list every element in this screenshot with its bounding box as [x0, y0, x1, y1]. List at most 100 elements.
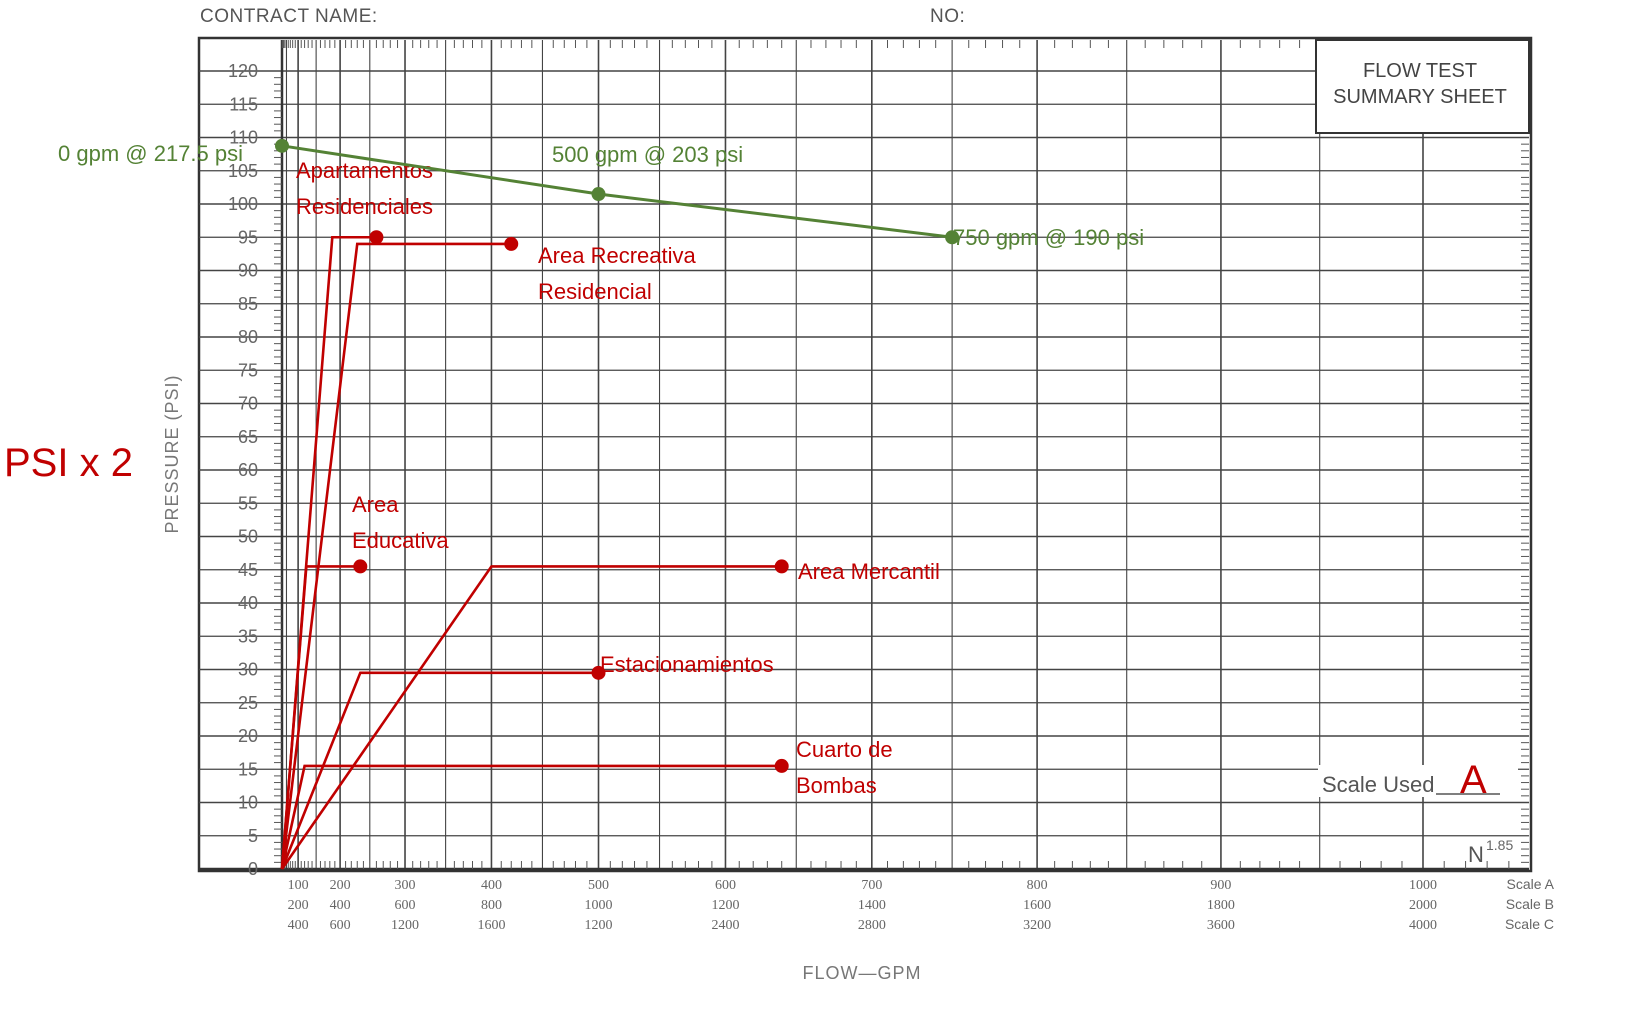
- supply-point-label: 500 gpm @ 203 psi: [552, 142, 743, 167]
- y-tick-label: 55: [238, 493, 258, 513]
- demand-curve-label: Estacionamientos: [600, 652, 774, 677]
- x-tick-label: 1000: [585, 898, 613, 913]
- scale-name-label: Scale C: [1505, 916, 1554, 932]
- y-tick-label: 20: [238, 726, 258, 746]
- y-tick-label: 105: [228, 161, 258, 181]
- x-tick-label: 3200: [1023, 918, 1051, 933]
- y-tick-label: 50: [238, 527, 258, 547]
- x-tick-label: 1200: [391, 918, 419, 933]
- y-tick-label: 95: [238, 227, 258, 247]
- demand-curve-label: Residenciales: [296, 194, 433, 219]
- supply-point: [591, 187, 606, 202]
- y-tick-label: 65: [238, 427, 258, 447]
- x-axis-title: FLOW—GPM: [803, 963, 922, 983]
- y-tick-label: 60: [238, 460, 258, 480]
- x-tick-label: 2800: [858, 918, 886, 933]
- x-tick-label: 400: [288, 918, 309, 933]
- y-tick-label: 75: [238, 360, 258, 380]
- x-tick-label: 1200: [585, 918, 613, 933]
- chart-grid: [199, 40, 1529, 871]
- x-tick-label: 800: [1027, 878, 1048, 893]
- supply-point: [275, 138, 289, 153]
- demand-curve-label: Area Mercantil: [798, 559, 940, 584]
- x-tick-label: 100: [288, 878, 309, 893]
- demand-curve-line: [280, 565, 782, 870]
- supply-point: [945, 230, 960, 245]
- n-exponent: 1.85: [1486, 837, 1513, 853]
- contract-number-label: NO:: [930, 6, 965, 27]
- demand-point: [774, 559, 789, 574]
- demand-curve-label: Cuarto de: [796, 737, 893, 762]
- supply-point-label: 750 gpm @ 190 psi: [953, 225, 1144, 250]
- x-tick-label: 1800: [1207, 898, 1235, 913]
- scale-names: Scale A Scale B Scale C: [1505, 876, 1555, 932]
- demand-point: [504, 236, 519, 251]
- y-tick-label: 45: [238, 560, 258, 580]
- scale-used-box: [1318, 765, 1518, 797]
- y-tick-label: 15: [238, 759, 258, 779]
- y-tick-label: 35: [238, 626, 258, 646]
- y-tick-label: 110: [229, 128, 258, 148]
- summary-box: [1315, 39, 1530, 134]
- y-axis-title: PRESSURE (PSI): [162, 374, 182, 533]
- x-tick-label: 500: [588, 878, 609, 893]
- y-tick-label: 30: [238, 660, 258, 680]
- x-tick-label: 600: [395, 898, 416, 913]
- summary-box-title-line1: FLOW TEST: [1363, 60, 1477, 82]
- scale-used-value: A: [1460, 758, 1487, 802]
- demand-curve-line: [280, 565, 361, 870]
- demand-curve-label: Educativa: [352, 528, 449, 553]
- y-tick-label: 90: [238, 261, 258, 281]
- demand-curve-label: Area Recreativa: [538, 243, 697, 268]
- x-tick-label: 600: [715, 878, 736, 893]
- scale-used-label: Scale Used: [1322, 772, 1435, 797]
- x-tick-label: 1400: [858, 898, 886, 913]
- scale-name-label: Scale A: [1507, 876, 1555, 892]
- x-axis-ticks: 100 200 400 200 400 600 300 600 1200 400 800 1600 50…: [288, 878, 1437, 933]
- y-tick-label: 5: [248, 826, 258, 846]
- demand-curve-label: Residencial: [538, 279, 652, 304]
- x-tick-label: 2400: [711, 918, 739, 933]
- x-tick-label: 1000: [1409, 878, 1437, 893]
- y-tick-label: 10: [238, 793, 258, 813]
- demand-curve-line: [280, 671, 599, 870]
- n-label: N: [1468, 842, 1484, 867]
- x-tick-label: 400: [330, 898, 351, 913]
- x-tick-label: 800: [481, 898, 502, 913]
- x-tick-label: 3600: [1207, 918, 1235, 933]
- y-tick-label: 25: [238, 693, 258, 713]
- x-tick-label: 400: [481, 878, 502, 893]
- x-tick-label: 900: [1210, 878, 1231, 893]
- demand-curve-line: [280, 242, 512, 870]
- y-axis-ticks: 0 5 10 15 20 25 30 35 40 45 50 55 60 65 70 75 80 85 90 95 10…: [228, 61, 258, 879]
- y-tick-label: 0: [248, 859, 258, 879]
- y-tick-label: 40: [238, 593, 258, 613]
- demand-point: [774, 758, 789, 773]
- demand-point: [591, 665, 606, 680]
- x-tick-label: 1600: [1023, 898, 1051, 913]
- y-tick-label: 120: [228, 61, 258, 81]
- summary-box-title-line2: SUMMARY SHEET: [1333, 86, 1507, 108]
- demand-curve-label: Area: [352, 492, 399, 517]
- psi-multiplier-note: PSI x 2: [4, 441, 133, 485]
- demand-curves: Apartamentos Residenciales Area Recreativa…: [280, 158, 940, 870]
- demand-point: [353, 559, 368, 574]
- x-tick-label: 1200: [711, 898, 739, 913]
- x-tick-label: 4000: [1409, 918, 1437, 933]
- demand-curve-label: Apartamentos: [296, 158, 433, 183]
- y-tick-label: 80: [238, 327, 258, 347]
- supply-point-label: 0 gpm @ 217.5 psi: [58, 141, 243, 166]
- x-tick-label: 300: [395, 878, 416, 893]
- y-tick-label: 100: [228, 194, 258, 214]
- contract-name-label: CONTRACT NAME:: [200, 6, 378, 27]
- chart-frame: [197, 36, 1533, 873]
- x-tick-label: 200: [288, 898, 309, 913]
- x-tick-label: 200: [330, 878, 351, 893]
- x-tick-label: 600: [330, 918, 351, 933]
- minor-ticks: [274, 40, 1529, 869]
- demand-point: [369, 230, 384, 245]
- y-tick-label: 85: [238, 294, 258, 314]
- x-tick-label: 2000: [1409, 898, 1437, 913]
- demand-curve-line: [280, 235, 377, 870]
